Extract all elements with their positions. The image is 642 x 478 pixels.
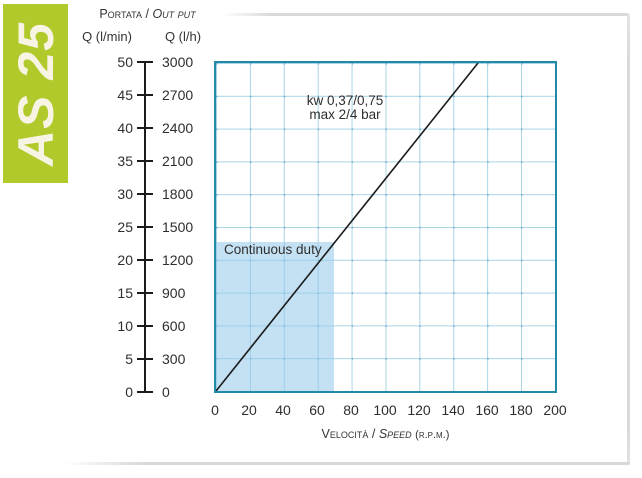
x-tick-label: 60 (309, 402, 325, 418)
x-tick-label: 0 (211, 402, 219, 418)
y-tick-label-lh: 600 (162, 318, 186, 334)
performance-line (216, 63, 479, 391)
y-tick-label-lmin: 40 (117, 120, 133, 136)
y-axis-title-separator: / (142, 7, 153, 21)
y-axis-unit-lh: Q (l/h) (164, 29, 202, 44)
x-tick-label: 120 (407, 402, 431, 418)
x-tick-label: 100 (373, 402, 397, 418)
y-scale-tick (137, 61, 153, 63)
continuous-duty-label: Continuous duty (224, 242, 322, 257)
y-tick-label-lh: 1500 (162, 219, 194, 235)
x-axis-title: Velocità / Speed (r.p.m.) (214, 427, 557, 441)
power-annotation-line2: max 2/4 bar (309, 107, 381, 122)
page-shadow-right (627, 14, 630, 465)
y-tick-label-lh: 3000 (162, 54, 194, 70)
y-scale-tick (137, 193, 153, 195)
y-tick-label-lh: 300 (162, 351, 186, 367)
y-tick-label-lh: 1800 (162, 186, 194, 202)
y-scale-tick (137, 94, 153, 96)
y-tick-label-lh: 2100 (162, 153, 194, 169)
y-tick-label-lmin: 10 (117, 318, 133, 334)
x-tick-label: 160 (475, 402, 499, 418)
y-axis-unit-lmin: Q (l/min) (82, 29, 132, 44)
x-tick-label: 80 (343, 402, 359, 418)
x-tick-label: 200 (543, 402, 567, 418)
y-scale-tick (137, 226, 153, 228)
x-tick-label: 180 (509, 402, 533, 418)
y-scale-tick (137, 127, 153, 129)
y-tick-label-lmin: 20 (117, 252, 133, 268)
y-tick-label-lmin: 30 (117, 186, 133, 202)
x-axis-tick-labels: 0 20 40 60 80 100 120 140 160 180 200 (211, 402, 567, 419)
y-tick-label-lmin: 5 (125, 351, 133, 367)
y-axis-title-output: Out put (152, 7, 196, 21)
x-axis-title-velocita: Velocità (321, 427, 369, 441)
x-axis-title-speed: Speed (378, 427, 412, 441)
y-tick-label-lmin: 50 (117, 54, 133, 70)
y-scale-tick (137, 391, 153, 393)
y-axis-title: Portata / Out put (80, 7, 215, 21)
y-scale-tick (137, 325, 153, 327)
y-tick-label-lh: 2700 (162, 87, 194, 103)
y-tick-label-lmin: 25 (117, 219, 133, 235)
y-tick-label-lh: 2400 (162, 120, 194, 136)
y-scale-tick (137, 160, 153, 162)
y-axis-title-portata: Portata (99, 7, 143, 21)
y-scale-tick (137, 259, 153, 261)
performance-line-layer (216, 63, 479, 391)
x-tick-label: 40 (275, 402, 291, 418)
x-axis-title-unit: (r.p.m.) (415, 429, 450, 441)
power-annotation-line1: kw 0,37/0,75 (306, 93, 384, 108)
y-tick-label-lh: 0 (162, 384, 170, 400)
y-scale-tick (137, 292, 153, 294)
y-tick-label-lmin: 15 (117, 285, 133, 301)
y-tick-label-lh: 900 (162, 285, 186, 301)
y-tick-label-lmin: 35 (117, 153, 133, 169)
y-tick-label-lh: 1200 (162, 252, 194, 268)
x-axis-title-separator: / (368, 427, 379, 441)
x-tick-label: 140 (441, 402, 465, 418)
product-badge-label: AS 25 (7, 21, 64, 166)
x-tick-label: 20 (241, 402, 257, 418)
y-scale-tick (137, 358, 153, 360)
y-tick-label-lmin: 45 (117, 87, 133, 103)
plot-area: kw 0,37/0,75 max 2/4 bar Continuous duty (214, 61, 557, 393)
product-badge: AS 25 (3, 4, 68, 183)
y-tick-label-lmin: 0 (125, 384, 133, 400)
page-shadow-top (222, 13, 629, 16)
page-shadow-bottom (64, 462, 630, 465)
power-annotation: kw 0,37/0,75 max 2/4 bar (264, 94, 426, 122)
